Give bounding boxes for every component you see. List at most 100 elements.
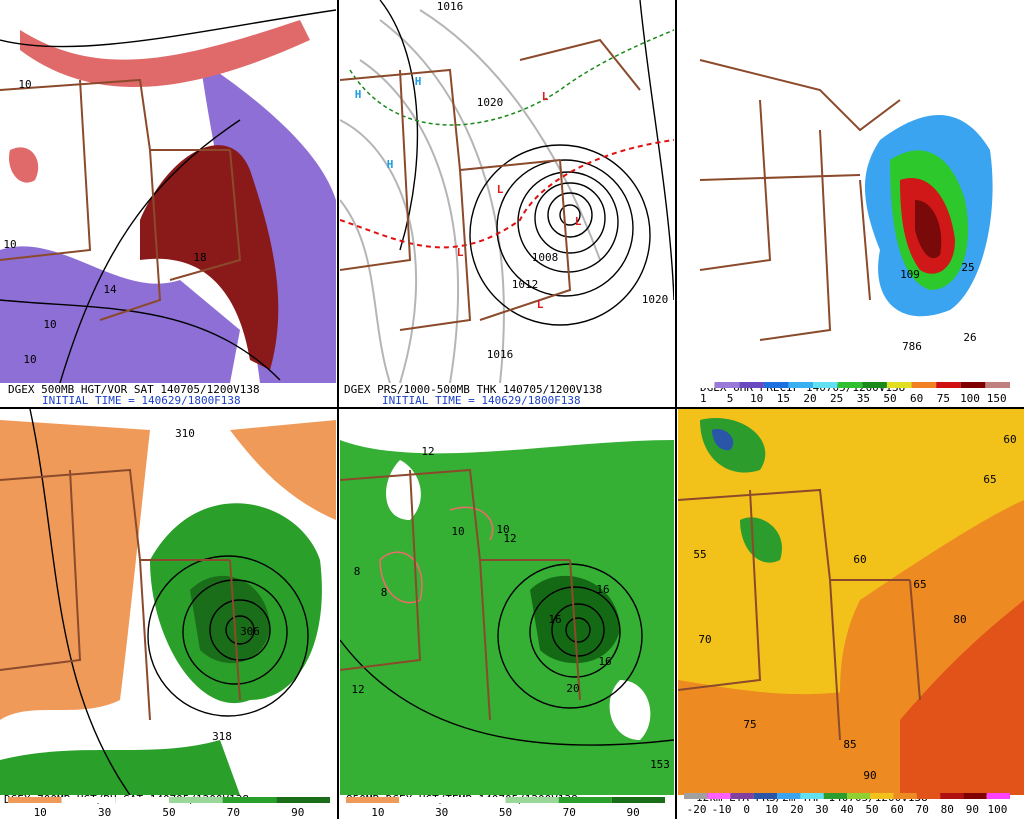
colorbar-swatch — [886, 382, 912, 388]
colorbar-label: 100 — [960, 392, 980, 405]
colorbar-swatch — [399, 797, 453, 803]
map-label: 25 — [961, 261, 974, 274]
colorbar-label: 60 — [910, 392, 923, 405]
map-label: 80 — [953, 613, 966, 626]
colorbar-swatch — [862, 382, 887, 388]
colorbar-label: 90 — [291, 806, 304, 819]
map-label: 10 — [451, 525, 464, 538]
colorbar-label: 10 — [34, 806, 47, 819]
colorbar-label: 5 — [727, 392, 734, 405]
caption-bar — [0, 383, 336, 407]
colorbar-label: 50 — [162, 806, 175, 819]
map-label: 318 — [212, 730, 232, 743]
map-700mb — [0, 409, 336, 795]
colorbar-swatch — [169, 797, 223, 803]
colorbar-label: 60 — [891, 803, 904, 816]
colorbar-swatch — [753, 793, 778, 799]
colorbar-swatch — [707, 793, 731, 799]
initial-time: INITIAL TIME = 140629/1800F138 — [42, 394, 241, 407]
map-label: 109 — [900, 268, 920, 281]
map-label: 786 — [902, 340, 922, 353]
map-label: 60 — [853, 553, 866, 566]
map-label: 1008 — [532, 251, 559, 264]
map-label: L — [457, 246, 464, 259]
colorbar-swatch — [714, 382, 740, 388]
colorbar-swatch — [800, 793, 824, 799]
map-label: 1016 — [437, 0, 464, 13]
map-label: 153 — [650, 758, 670, 771]
map-label: 1016 — [487, 348, 514, 361]
colorbar-label: 30 — [98, 806, 111, 819]
colorbar-swatch — [276, 797, 330, 803]
map-label: 1012 — [512, 278, 539, 291]
map-label: 10 — [3, 238, 16, 251]
map-label: 10 — [496, 523, 509, 536]
colorbar-label: 50 — [865, 803, 878, 816]
colorbar-swatch — [611, 797, 665, 803]
colorbar-swatch — [763, 382, 789, 388]
map-label: 16 — [548, 613, 561, 626]
colorbar-swatch — [847, 793, 871, 799]
map-label: L — [497, 183, 504, 196]
colorbar-label: 35 — [857, 392, 870, 405]
map-label: H — [415, 75, 422, 88]
colorbar-label: 70 — [227, 806, 240, 819]
colorbar-swatch — [558, 797, 612, 803]
map-label: 306 — [240, 625, 260, 638]
map-label: H — [387, 158, 394, 171]
caption: DGEX 500MB HGT/VOR SAT 140705/1200V138 — [8, 383, 260, 396]
colorbar-swatch — [870, 793, 894, 799]
colorbar-swatch — [8, 797, 62, 803]
map-label: L — [542, 90, 549, 103]
colorbar-swatch — [911, 382, 937, 388]
map-label: 18 — [193, 251, 206, 264]
map-label: 12 — [351, 683, 364, 696]
map-label: 65 — [983, 473, 996, 486]
colorbar-swatch — [936, 382, 961, 388]
map-label: 8 — [381, 586, 388, 599]
map-label: 26 — [963, 331, 976, 344]
colorbar-label: -20 — [687, 803, 707, 816]
map-label: 8 — [354, 565, 361, 578]
colorbar-swatch — [739, 382, 764, 388]
colorbar-label: 90 — [966, 803, 979, 816]
colorbar-label: 30 — [815, 803, 828, 816]
colorbar-label: 150 — [987, 392, 1007, 405]
colorbar-label: 70 — [563, 806, 576, 819]
colorbar-swatch — [837, 382, 863, 388]
map-label: 1020 — [477, 96, 504, 109]
map-label: 55 — [693, 548, 706, 561]
map-label: L — [537, 298, 544, 311]
map-label: H — [355, 88, 362, 101]
colorbar-label: 20 — [803, 392, 816, 405]
colorbar-label: -10 — [712, 803, 732, 816]
map-label: 10 — [43, 318, 56, 331]
colorbar-swatch — [452, 797, 506, 803]
colorbar-label: 1 — [700, 392, 707, 405]
colorbar-label: 75 — [937, 392, 950, 405]
caption-bar — [340, 383, 674, 407]
colorbar-swatch — [960, 382, 986, 388]
map-thickness — [340, 0, 674, 383]
colorbar-label: 90 — [626, 806, 639, 819]
colorbar-swatch — [115, 797, 169, 803]
colorbar-label: 100 — [988, 803, 1008, 816]
colorbar-swatch — [61, 797, 116, 803]
map-label: 12 — [421, 445, 434, 458]
colorbar-swatch — [823, 793, 847, 799]
colorbar-swatch — [730, 793, 754, 799]
map-label: 12 — [503, 532, 516, 545]
map-label: 20 — [566, 682, 579, 695]
colorbar-swatch — [346, 797, 400, 803]
colorbar-swatch — [940, 793, 964, 799]
map-500mb — [0, 0, 336, 383]
colorbar-label: 70 — [916, 803, 929, 816]
colorbar-swatch — [788, 382, 814, 388]
colorbar-swatch — [985, 382, 1010, 388]
map-label: 10 — [23, 353, 36, 366]
colorbar-label: 30 — [435, 806, 448, 819]
colorbar-label: 50 — [883, 392, 896, 405]
colorbar-label: 10 — [371, 806, 384, 819]
caption: DGEX PRS/1000-500MB THK 140705/1200V138 — [344, 383, 602, 396]
